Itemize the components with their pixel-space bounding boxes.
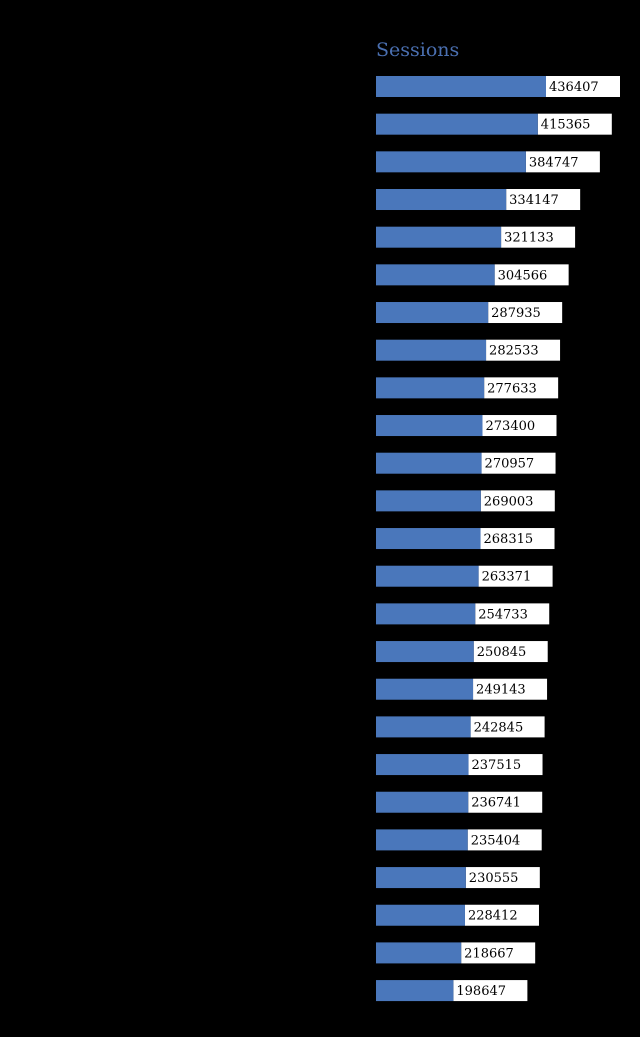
value-label: 242845 (474, 720, 524, 735)
bar (376, 829, 468, 851)
bar (376, 942, 462, 964)
bar (376, 339, 487, 361)
value-label: 228412 (468, 909, 518, 924)
value-box (494, 264, 569, 286)
value-label: 334147 (509, 193, 559, 208)
bar (376, 603, 476, 625)
value-box (537, 113, 612, 135)
bar (376, 264, 495, 286)
bar (376, 678, 474, 700)
value-label: 268315 (484, 532, 534, 547)
bar (376, 791, 469, 813)
value-box (506, 189, 581, 211)
value-box (470, 716, 545, 738)
value-label: 269003 (484, 494, 534, 509)
value-label: 236741 (471, 796, 521, 811)
value-box (501, 226, 576, 248)
bar (376, 490, 481, 512)
bar (376, 302, 489, 324)
value-box (478, 565, 553, 587)
value-box (546, 76, 620, 97)
value-box (488, 302, 563, 324)
bar (376, 641, 474, 663)
bar (376, 528, 481, 550)
bar (376, 415, 483, 437)
value-box (525, 151, 600, 173)
bar (376, 452, 482, 474)
value-box (480, 490, 555, 512)
value-label: 384747 (529, 155, 579, 170)
value-box (473, 678, 548, 700)
value-box (475, 603, 550, 625)
value-box (480, 528, 555, 550)
bar (376, 189, 507, 211)
bar (376, 565, 479, 587)
bar (376, 377, 485, 399)
value-box (461, 942, 536, 964)
value-box (468, 754, 543, 776)
value-label: 249143 (476, 683, 526, 698)
value-label: 218667 (464, 946, 514, 961)
value-label: 277633 (487, 381, 537, 396)
value-label: 263371 (482, 570, 532, 585)
value-label: 287935 (491, 306, 541, 321)
value-label: 198647 (456, 984, 506, 999)
bar (376, 980, 454, 1002)
value-label: 415365 (541, 118, 591, 133)
value-label: 254733 (478, 607, 528, 622)
bar (376, 226, 502, 248)
chart-title: Sessions (376, 39, 459, 61)
value-box (465, 867, 540, 889)
bar (376, 113, 538, 135)
value-label: 237515 (472, 758, 522, 773)
value-label: 273400 (486, 419, 536, 434)
bar (376, 76, 546, 97)
bar (376, 754, 469, 776)
value-label: 230555 (469, 871, 519, 886)
value-box (453, 980, 528, 1002)
bar (376, 867, 466, 889)
value-box (473, 641, 548, 663)
value-box (486, 339, 561, 361)
value-box (467, 829, 542, 851)
value-label: 250845 (477, 645, 527, 660)
bar (376, 904, 465, 926)
value-label: 321133 (504, 231, 554, 246)
value-box (464, 904, 539, 926)
bar (376, 151, 526, 173)
value-box (484, 377, 559, 399)
bar (376, 716, 471, 738)
value-box (468, 791, 543, 813)
value-box (481, 452, 556, 474)
value-label: 270957 (485, 457, 535, 472)
value-label: 436407 (549, 80, 599, 95)
value-label: 304566 (498, 268, 548, 283)
value-box (482, 415, 557, 437)
value-label: 282533 (489, 344, 539, 359)
value-label: 235404 (471, 833, 521, 848)
